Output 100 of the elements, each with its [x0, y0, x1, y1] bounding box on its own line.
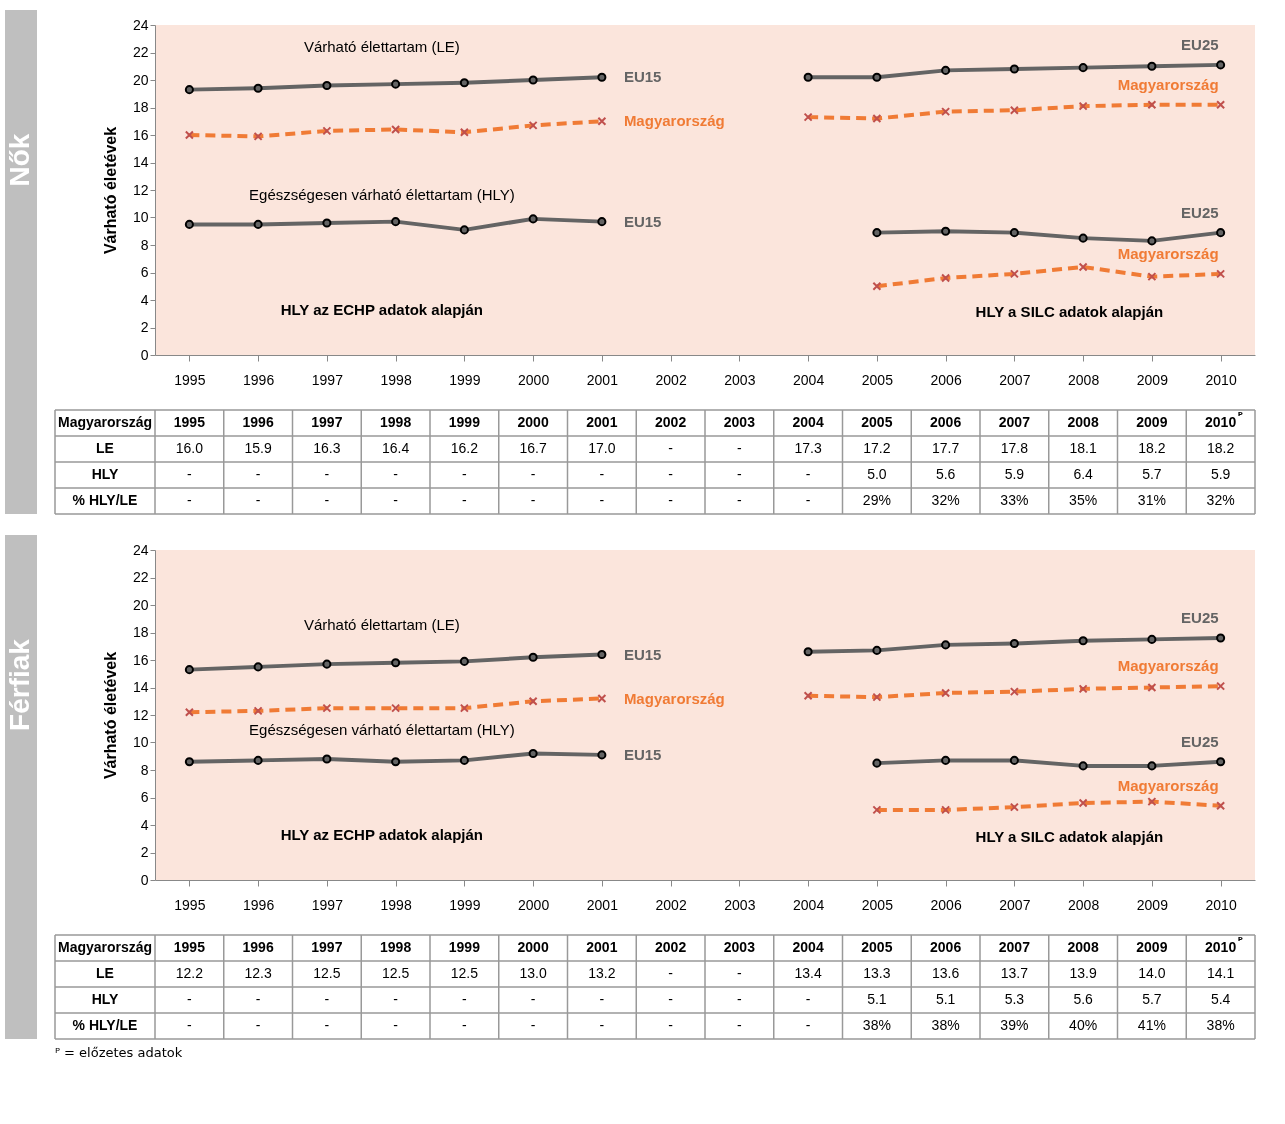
- data-label: 13.0: [519, 965, 547, 981]
- category-label: 1999: [448, 414, 480, 430]
- text: HLY: [91, 466, 120, 482]
- point: [253, 131, 263, 141]
- point: [391, 703, 401, 713]
- text: -: [393, 1017, 399, 1033]
- data-label: 14.0: [1138, 965, 1166, 981]
- x-tick-label: 2004: [793, 896, 825, 913]
- text: -: [462, 991, 467, 1007]
- text: -: [737, 492, 743, 508]
- text: ᴾ = előzetes adatok: [55, 1045, 183, 1060]
- text: -: [530, 991, 536, 1007]
- point: [322, 80, 332, 91]
- data-label: 5.9: [1004, 466, 1025, 482]
- annotation: Várható élettartam (LE): [303, 38, 460, 56]
- category-label: 2000: [517, 414, 549, 430]
- point: [184, 219, 194, 229]
- series-label: EU25: [1181, 609, 1219, 626]
- data-label: 17.8: [1000, 440, 1029, 456]
- data-label: 5.6: [935, 466, 956, 482]
- data-label: 5.9: [1210, 466, 1231, 482]
- point: [1009, 228, 1019, 238]
- text: -: [737, 965, 742, 981]
- text: 35%: [1069, 492, 1098, 508]
- point: [1009, 638, 1019, 649]
- point: [803, 647, 813, 657]
- point: [184, 85, 194, 95]
- point: [391, 79, 401, 89]
- y-tick-label: 12: [132, 181, 149, 198]
- text: Magyarország: [623, 689, 725, 707]
- point: [803, 691, 813, 701]
- x-tick-label: 1998: [380, 371, 412, 388]
- category-label: 2001: [586, 939, 618, 955]
- data-label: 16.2: [450, 440, 479, 456]
- data-label: 12.5: [313, 965, 341, 981]
- category-label: 2007: [998, 414, 1030, 430]
- point: [1216, 269, 1226, 279]
- x-tick-label: 1998: [380, 896, 412, 913]
- y-tick-label: 4: [140, 291, 149, 308]
- point: [459, 127, 469, 137]
- text: 38%: [862, 1017, 891, 1033]
- data-label: 16.4: [382, 440, 410, 456]
- data-label: 13.4: [794, 965, 822, 981]
- x-tick-label: 2007: [999, 371, 1031, 388]
- text: -: [255, 492, 261, 508]
- category-label: 1999: [448, 939, 480, 955]
- series-label: EU15: [623, 68, 662, 86]
- category-label: 1995: [173, 414, 205, 430]
- text: 31%: [1137, 492, 1166, 508]
- text: -: [668, 1017, 674, 1033]
- point: [184, 757, 194, 767]
- text: -: [462, 492, 468, 508]
- series-label: EU25: [1181, 203, 1219, 221]
- point: [322, 659, 332, 669]
- category-label: 1997: [311, 939, 343, 955]
- text: LE: [96, 440, 114, 456]
- data-label: 18.1: [1069, 440, 1097, 456]
- category-label: 2004: [792, 939, 824, 955]
- text: -: [530, 1017, 536, 1033]
- text: -: [530, 466, 536, 482]
- point: [1147, 797, 1157, 807]
- point: [941, 65, 951, 75]
- point: [1216, 100, 1226, 110]
- data-label: 5.6: [1073, 991, 1094, 1007]
- annotation: HLY a SILC adatok alapján: [975, 303, 1164, 320]
- data-label: 5.1: [935, 991, 956, 1007]
- text: -: [324, 492, 330, 508]
- annotation: HLY az ECHP adatok alapján: [280, 826, 484, 843]
- point: [941, 226, 951, 236]
- series-label: EU25: [1181, 732, 1219, 750]
- data-label: 17.7: [932, 440, 960, 456]
- category-label: 1997: [311, 414, 343, 430]
- point: [872, 72, 882, 82]
- series-label: EU15: [623, 212, 662, 230]
- text: -: [668, 440, 673, 456]
- text: -: [599, 991, 605, 1007]
- text: -: [805, 1017, 811, 1033]
- point: [1078, 761, 1088, 771]
- category-label: 2005: [861, 414, 893, 430]
- y-tick-label: 14: [132, 154, 149, 170]
- text: % HLY/LE: [72, 492, 138, 508]
- point: [1009, 802, 1019, 812]
- series-label: Magyarország: [1117, 75, 1219, 93]
- data-label: 16.7: [519, 440, 547, 456]
- data-label: 5.0: [867, 466, 887, 482]
- point: [597, 72, 607, 82]
- category-label: 2005: [861, 939, 893, 955]
- point: [253, 662, 263, 672]
- point: [1009, 687, 1019, 697]
- text: 29%: [862, 492, 891, 508]
- y-tick-label: 22: [132, 44, 149, 60]
- data-label: 13.7: [1000, 965, 1029, 981]
- point: [1147, 761, 1157, 771]
- x-tick-label: 2009: [1136, 896, 1169, 913]
- text: ᴾ: [1237, 935, 1243, 948]
- x-tick-label: 1997: [311, 371, 344, 388]
- point: [597, 649, 607, 660]
- x-tick-label: 2000: [518, 371, 550, 388]
- x-tick-label: 2008: [1068, 896, 1100, 913]
- y-tick-label: 8: [140, 236, 149, 253]
